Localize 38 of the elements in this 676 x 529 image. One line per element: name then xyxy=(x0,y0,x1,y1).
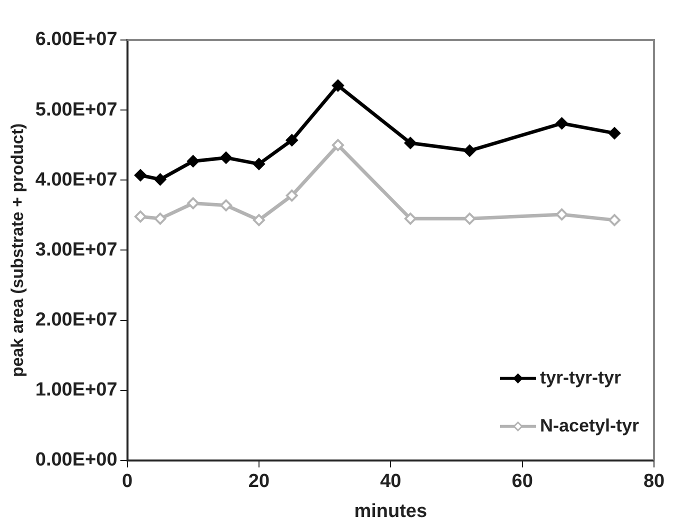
point xyxy=(220,152,232,164)
legend-label: tyr-tyr-tyr xyxy=(540,367,621,388)
legend-label: N-acetyl-tyr xyxy=(540,415,640,436)
point xyxy=(187,197,200,210)
point xyxy=(286,134,298,146)
point xyxy=(154,173,166,186)
x-tick-label: 40 xyxy=(380,471,402,492)
y-tick-label: 6.00E+07 xyxy=(35,29,118,50)
point xyxy=(608,214,620,226)
x-axis-title: minutes xyxy=(354,500,428,522)
y-axis-title: peak area (substrate + product) xyxy=(8,123,27,378)
point xyxy=(556,208,568,220)
point xyxy=(608,127,620,140)
point xyxy=(332,139,344,152)
y-tick-label: 1.00E+07 xyxy=(35,380,118,401)
y-tick-label: 3.00E+07 xyxy=(35,239,118,260)
point xyxy=(464,144,476,157)
point xyxy=(252,158,265,170)
point xyxy=(220,199,232,212)
point xyxy=(404,212,416,225)
point xyxy=(252,214,265,226)
point xyxy=(187,155,200,168)
point xyxy=(332,80,344,92)
y-tick-label: 4.00E+07 xyxy=(35,169,118,190)
x-tick-label: 20 xyxy=(248,471,270,492)
x-tick-label: 60 xyxy=(512,471,533,492)
point xyxy=(556,117,568,130)
point xyxy=(286,190,298,202)
x-tick-label: 80 xyxy=(643,471,665,492)
point xyxy=(134,210,146,223)
point xyxy=(134,169,146,182)
y-tick-label: 5.00E+07 xyxy=(35,99,118,120)
point xyxy=(404,137,416,149)
point xyxy=(154,212,166,225)
y-tick-label: 2.00E+07 xyxy=(35,310,118,330)
point xyxy=(464,212,476,225)
x-tick-label: 0 xyxy=(122,471,133,492)
y-tick-label: 0.00E+00 xyxy=(35,450,118,471)
